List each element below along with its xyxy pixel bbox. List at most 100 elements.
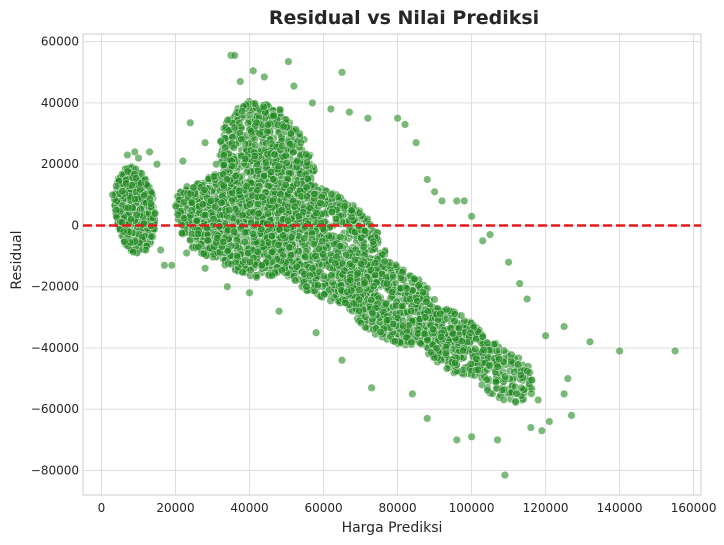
scatter-point — [230, 51, 239, 60]
scatter-point — [340, 266, 349, 275]
scatter-point — [228, 162, 237, 171]
scatter-point — [219, 181, 228, 190]
scatter-point — [527, 375, 536, 385]
scatter-point — [268, 247, 277, 256]
scatter-point — [122, 179, 131, 188]
scatter-point — [429, 325, 438, 334]
scatter-point — [225, 206, 234, 215]
scatter-point — [367, 383, 376, 392]
scatter-point — [238, 107, 247, 116]
scatter-point — [517, 383, 526, 392]
scatter-point — [182, 248, 191, 258]
scatter-point — [382, 279, 391, 288]
scatter-point — [450, 358, 460, 368]
scatter-point — [413, 329, 422, 338]
scatter-point — [361, 312, 370, 321]
scatter-point — [567, 411, 576, 420]
scatter-point — [286, 129, 295, 138]
scatter-point — [420, 329, 429, 338]
scatter-point — [209, 214, 218, 224]
scatter-point — [250, 151, 259, 161]
scatter-point — [393, 114, 402, 123]
scatter-point — [229, 143, 238, 152]
scatter-point — [286, 251, 295, 260]
scatter-point — [300, 234, 309, 243]
scatter-point — [436, 309, 445, 318]
scatter-point — [269, 175, 278, 184]
y-tick-label: −40000 — [31, 341, 79, 355]
scatter-point — [258, 192, 267, 201]
scatter-point — [347, 206, 356, 215]
scatter-point — [238, 268, 247, 277]
scatter-point — [407, 306, 416, 316]
scatter-point — [146, 199, 155, 208]
scatter-point — [292, 262, 301, 271]
scatter-point — [253, 199, 262, 209]
scatter-point — [368, 308, 377, 317]
scatter-point — [421, 313, 430, 322]
scatter-point — [240, 237, 249, 246]
scatter-point — [319, 272, 329, 281]
scatter-point — [432, 344, 441, 353]
scatter-point — [189, 183, 198, 192]
scatter-point — [452, 435, 461, 444]
scatter-point — [537, 426, 546, 435]
scatter-point — [478, 236, 487, 245]
scatter-point — [193, 229, 203, 238]
scatter-point — [342, 250, 351, 259]
scatter-point — [145, 147, 154, 156]
scatter-point — [450, 316, 459, 325]
scatter-point — [398, 301, 407, 310]
scatter-point — [268, 196, 278, 205]
y-tick-label: −20000 — [31, 280, 79, 294]
scatter-point — [229, 227, 239, 236]
scatter-point — [279, 122, 288, 131]
scatter-point — [246, 266, 255, 275]
scatter-point — [391, 260, 400, 270]
x-tick-label: 100000 — [449, 501, 495, 515]
scatter-point — [396, 274, 405, 283]
x-tick-label: 160000 — [671, 501, 717, 515]
scatter-point — [560, 389, 569, 398]
scatter-point — [305, 271, 314, 280]
scatter-point — [337, 68, 347, 77]
scatter-point — [236, 77, 245, 86]
scatter-point — [360, 278, 369, 287]
scatter-point — [341, 298, 350, 307]
scatter-point — [219, 160, 228, 169]
scatter-point — [282, 158, 291, 167]
scatter-point — [482, 375, 491, 384]
scatter-point — [511, 397, 520, 406]
scatter-point — [268, 271, 277, 280]
scatter-point — [286, 186, 295, 195]
x-tick-label: 140000 — [597, 501, 643, 515]
scatter-point — [454, 324, 463, 333]
scatter-point — [212, 160, 221, 169]
scatter-point — [257, 261, 266, 270]
scatter-point — [291, 276, 300, 285]
scatter-point — [120, 237, 129, 246]
scatter-point — [302, 150, 311, 159]
scatter-point — [302, 282, 311, 291]
scatter-point — [293, 157, 302, 166]
scatter-point — [389, 272, 398, 282]
y-tick-label: −60000 — [31, 402, 79, 416]
scatter-point — [369, 237, 378, 246]
scatter-point — [301, 252, 310, 261]
scatter-point — [335, 242, 344, 251]
scatter-point — [140, 191, 149, 200]
scatter-point — [381, 299, 390, 308]
scatter-point — [296, 138, 305, 147]
scatter-point — [357, 259, 366, 268]
scatter-point — [499, 395, 508, 404]
x-tick-label: 20000 — [156, 501, 194, 515]
scatter-point — [545, 417, 554, 426]
scatter-point — [363, 114, 372, 123]
plot-area-frame — [82, 33, 702, 496]
scatter-point — [275, 307, 284, 316]
scatter-point — [423, 175, 432, 184]
x-tick-label: 80000 — [378, 501, 416, 515]
scatter-point — [534, 395, 543, 405]
scatter-point — [201, 138, 210, 147]
